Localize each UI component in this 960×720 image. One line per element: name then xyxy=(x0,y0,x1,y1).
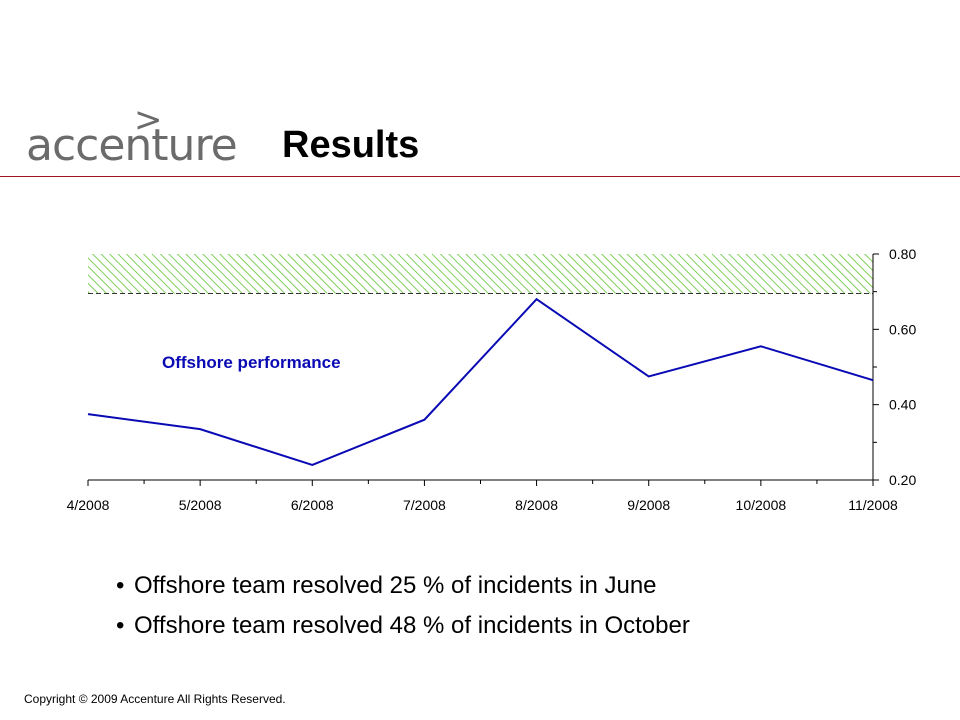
bullet-list: • Offshore team resolved 25 % of incident… xyxy=(116,566,690,646)
y-tick-label: 0.20 xyxy=(889,472,916,488)
logo-wordmark: accenture xyxy=(26,120,238,171)
title-divider xyxy=(0,176,960,177)
x-ticks xyxy=(87,480,874,486)
copyright-text: Copyright © 2009 Accenture All Rights Re… xyxy=(24,692,286,706)
x-tick-label: 7/2008 xyxy=(403,497,446,513)
logo-chevron-mark: > xyxy=(134,100,163,140)
x-tick-label: 9/2008 xyxy=(627,497,670,513)
x-tick-label: 6/2008 xyxy=(291,497,334,513)
y-tick-label: 0.40 xyxy=(889,397,916,413)
target-band xyxy=(88,254,873,294)
series-line-offshore xyxy=(87,297,874,466)
performance-chart: 4/2008 5/2008 6/2008 7/2008 8/2008 9/2008 10/2… xyxy=(0,230,960,520)
bullet-item: • Offshore team resolved 25 % of incident… xyxy=(116,566,690,606)
x-tick-label: 11/2008 xyxy=(848,497,898,513)
y-tick-label: 0.80 xyxy=(889,246,916,262)
chart-annotation: Offshore performance xyxy=(162,353,341,372)
bullet-text: Offshore team resolved 48 % of incidents… xyxy=(134,612,690,639)
y-tick-label: 0.60 xyxy=(889,321,916,337)
bullet-dot: • xyxy=(116,612,125,639)
bullet-dot: • xyxy=(116,572,125,599)
accenture-logo: > accenture xyxy=(24,100,238,171)
page-title: Results xyxy=(282,124,420,166)
bullet-text: Offshore team resolved 25 % of incidents… xyxy=(134,572,657,599)
x-tick-label: 10/2008 xyxy=(736,497,787,513)
x-tick-label: 8/2008 xyxy=(515,497,558,513)
x-labels: 4/2008 5/2008 6/2008 7/2008 8/2008 9/2008 10/2… xyxy=(67,497,898,513)
y-ticks xyxy=(873,253,879,481)
x-tick-label: 4/2008 xyxy=(67,497,110,513)
chart-svg: 4/2008 5/2008 6/2008 7/2008 8/2008 9/2008 10/2… xyxy=(67,246,917,513)
bullet-item: • Offshore team resolved 48 % of incident… xyxy=(116,606,690,646)
y-labels: 0.20 0.40 0.60 0.80 xyxy=(889,246,916,488)
x-tick-label: 5/2008 xyxy=(179,497,222,513)
